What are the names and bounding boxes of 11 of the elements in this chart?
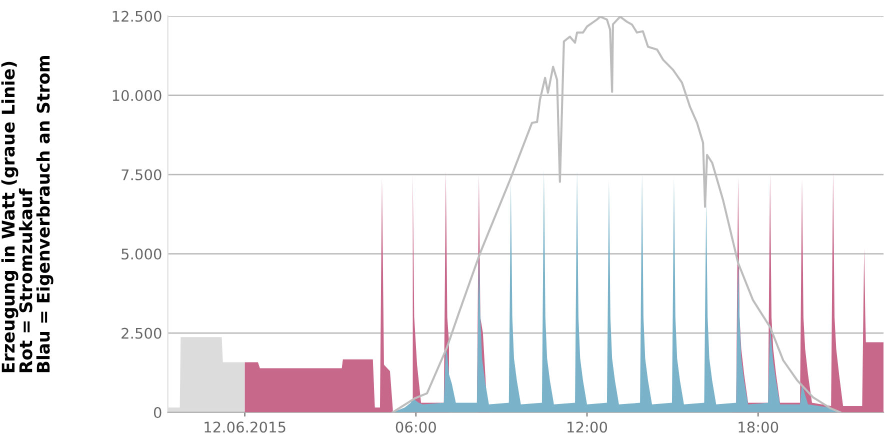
y-tick-label: 7.500: [122, 169, 162, 180]
y-tick-label: 12.500: [112, 10, 162, 22]
x-tick-label: 12:00: [568, 422, 608, 433]
y-axis-title: Erzeugung in Watt (graue Linie) Rot = Stromzukauf Blau = Eigenverbrauch an Strom: [1, 56, 54, 372]
x-tick-label: 12.06.2015: [204, 422, 286, 433]
y-tick-label: 2.500: [122, 328, 162, 339]
y-tick-label: 0: [154, 407, 162, 418]
x-tick-label: 06:00: [396, 422, 436, 433]
x-tick-label: 18:00: [738, 422, 778, 433]
y-tick-label: 5.000: [122, 248, 162, 260]
y-tick-label: 10.000: [112, 90, 162, 102]
